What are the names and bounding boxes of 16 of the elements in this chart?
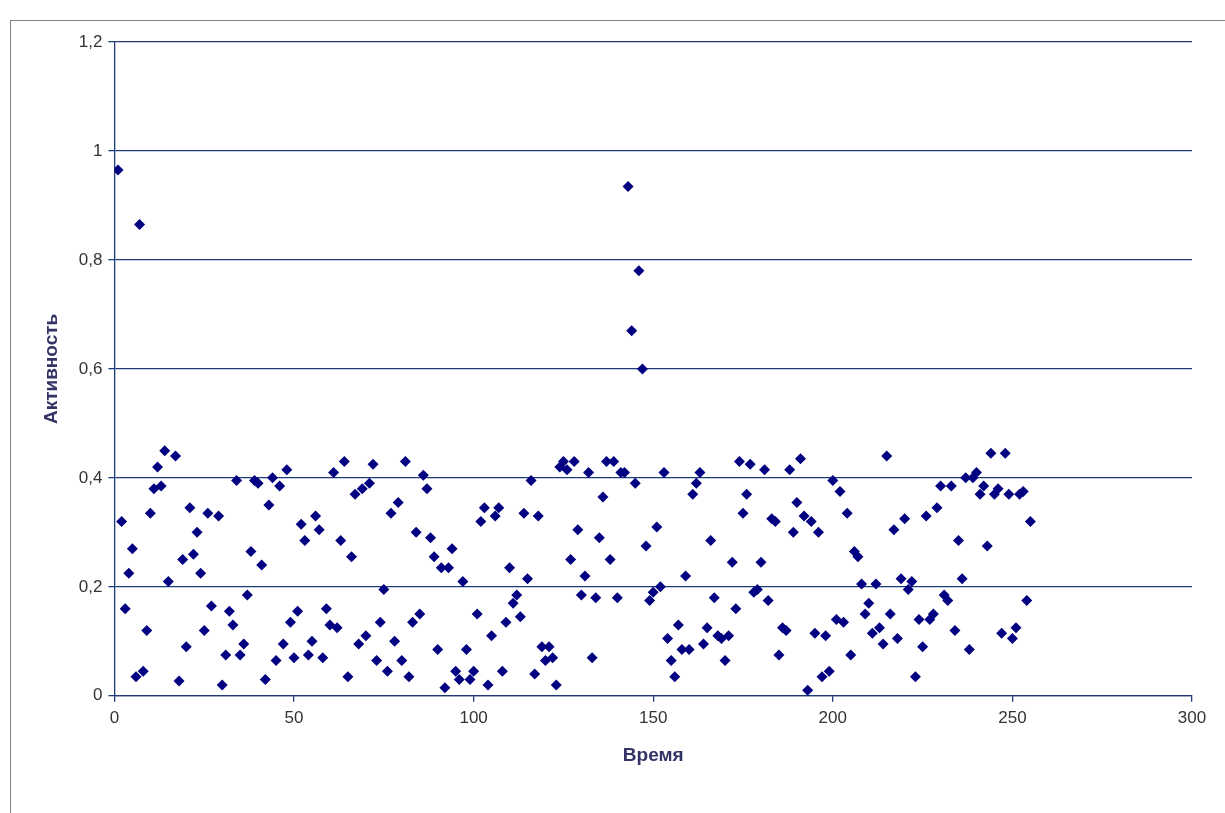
y-axis-title: Активность xyxy=(39,313,61,425)
y-tick-label: 1 xyxy=(92,140,103,160)
y-tick-label: 0,4 xyxy=(78,467,103,487)
y-tick-label: 0,2 xyxy=(78,576,103,596)
x-tick-label: 100 xyxy=(459,707,488,727)
x-tick-label: 200 xyxy=(818,707,847,727)
y-tick-label: 0 xyxy=(92,685,103,705)
y-tick-label: 1,2 xyxy=(78,31,103,51)
x-tick-label: 300 xyxy=(1177,707,1207,727)
x-tick-label: 0 xyxy=(109,707,120,727)
x-tick-label: 150 xyxy=(639,707,668,727)
y-tick-label: 0,8 xyxy=(78,249,103,269)
x-axis-title: Время xyxy=(622,743,684,765)
x-tick-label: 50 xyxy=(284,707,304,727)
x-tick-label: 250 xyxy=(998,707,1027,727)
y-tick-label: 0,6 xyxy=(78,358,103,378)
